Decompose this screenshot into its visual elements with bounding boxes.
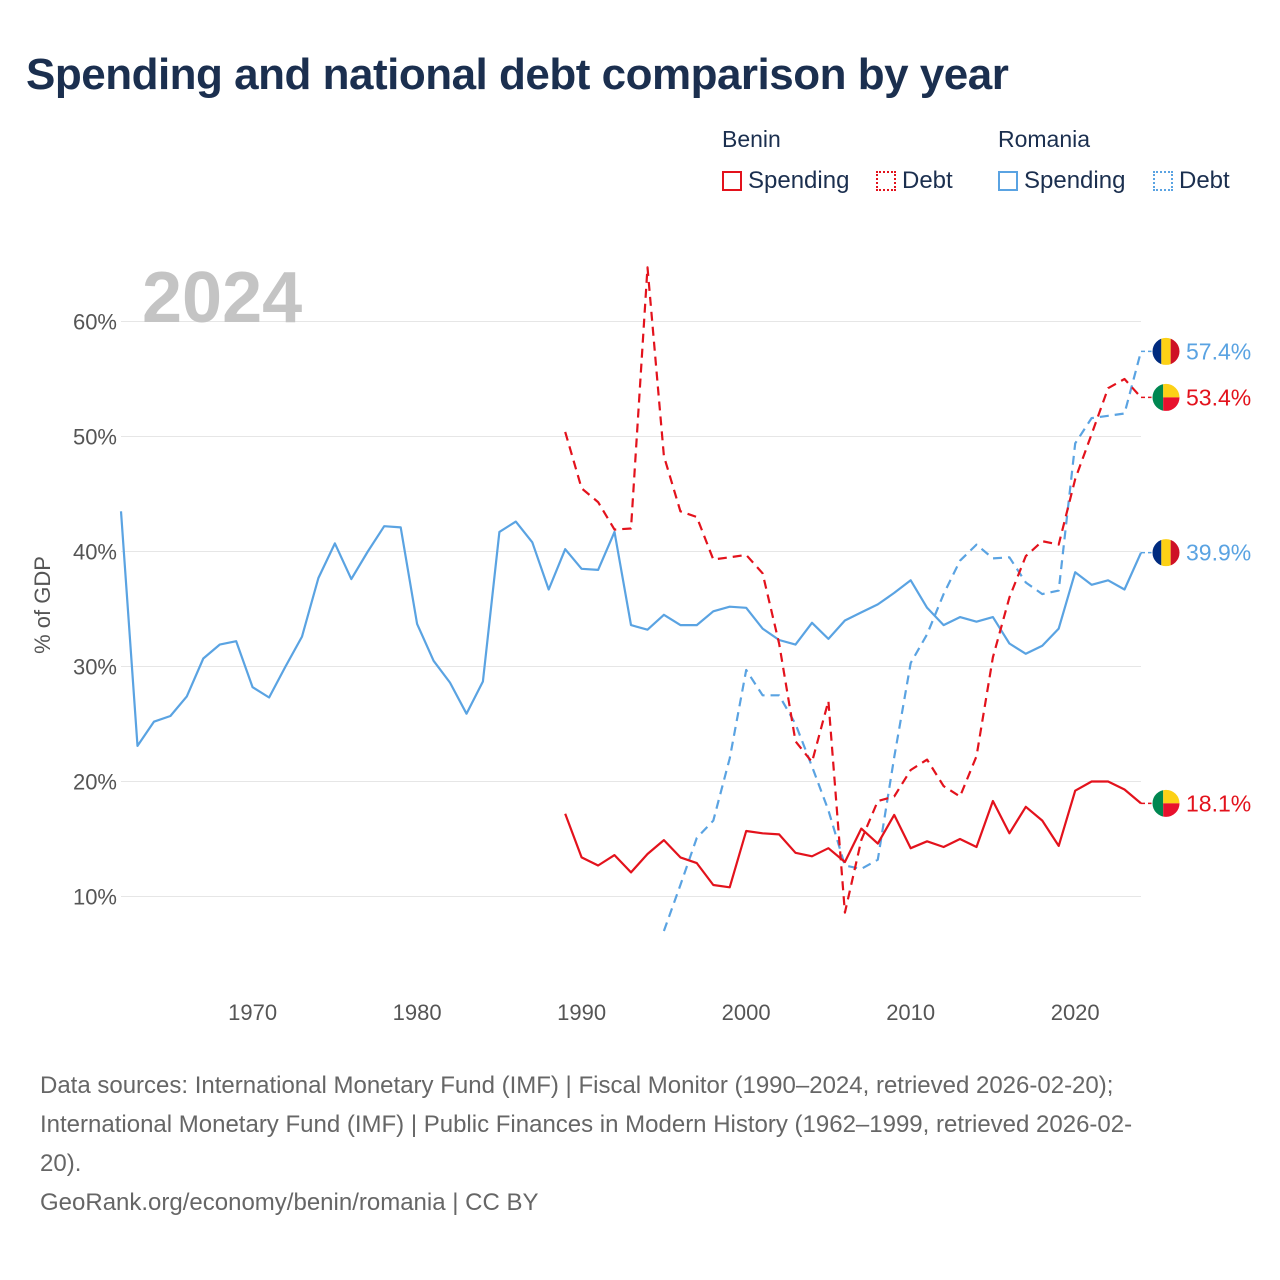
- legend-item-benin-debt[interactable]: Debt: [876, 167, 953, 195]
- x-tick-label: 1980: [393, 1000, 442, 1025]
- x-tick-label: 2020: [1051, 1000, 1100, 1025]
- x-tick-label: 1990: [557, 1000, 606, 1025]
- legend-label: Spending: [748, 167, 850, 194]
- legend-swatch-dotted: [1153, 171, 1173, 191]
- legend-group-romania: Romania: [998, 126, 1091, 152]
- y-tick-label: 20%: [73, 770, 117, 795]
- y-tick-label: 10%: [73, 885, 117, 910]
- end-value-label: 53.4%: [1186, 384, 1251, 410]
- series-line-benin-spending[interactable]: [564, 780, 1142, 889]
- year-watermark: 2024: [142, 258, 302, 338]
- x-tick-label: 2010: [886, 1000, 935, 1025]
- legend-group-benin: Benin: [722, 126, 781, 152]
- y-axis-ticks: 10% 20% 30% 40% 50% 60%: [73, 310, 117, 910]
- source-line: 20).: [40, 1150, 82, 1177]
- benin-flag-icon: [1151, 382, 1181, 412]
- end-value-label: 57.4%: [1186, 338, 1251, 364]
- legend-item-romania-debt[interactable]: Debt: [1153, 167, 1230, 195]
- legend-swatch-solid: [998, 171, 1018, 191]
- legend-swatch-solid: [722, 171, 742, 191]
- y-axis-label: % of GDP: [30, 556, 55, 654]
- series-lines: [119, 266, 1143, 932]
- legend-item-benin-spending[interactable]: Spending: [722, 167, 849, 195]
- romania-flag-icon: [1151, 336, 1181, 366]
- end-value-label: 18.1%: [1186, 790, 1251, 816]
- x-tick-label: 1970: [228, 1000, 277, 1025]
- source-line: International Monetary Fund (IMF) | Publ…: [40, 1111, 1133, 1138]
- end-value-label: 39.9%: [1186, 540, 1251, 566]
- x-tick-label: 2000: [722, 1000, 771, 1025]
- legend-swatch-dotted: [876, 171, 896, 191]
- chart-title: Spending and national debt comparison by…: [26, 50, 1009, 99]
- legend-label: Debt: [1179, 167, 1230, 194]
- source-line: Data sources: International Monetary Fun…: [40, 1072, 1114, 1099]
- series-line-benin-debt[interactable]: [564, 266, 1142, 914]
- y-tick-label: 30%: [73, 655, 117, 680]
- romania-flag-icon: [1151, 538, 1181, 568]
- line-chart: 2024 % of GDP 10% 20% 30% 40% 50% 60% 1970 198…: [30, 258, 1251, 1025]
- grid-lines: [121, 321, 1141, 897]
- source-credit[interactable]: GeoRank.org/economy/benin/romania | CC B…: [40, 1189, 539, 1216]
- series-line-romania-debt[interactable]: [662, 351, 1143, 932]
- x-axis-ticks: 1970 1980 1990 2000 2010 2020: [228, 1000, 1100, 1025]
- benin-flag-icon: [1151, 788, 1181, 818]
- end-markers: 39.9% 57.4% 18.1% 53.4%: [1141, 336, 1251, 818]
- series-line-romania-spending[interactable]: [119, 511, 1143, 748]
- legend-label: Spending: [1024, 167, 1126, 194]
- data-sources: Data sources: International Monetary Fun…: [40, 1066, 1240, 1222]
- legend-item-romania-spending[interactable]: Spending: [998, 167, 1125, 195]
- y-tick-label: 50%: [73, 425, 117, 450]
- legend-label: Debt: [902, 167, 953, 194]
- y-tick-label: 60%: [73, 310, 117, 335]
- y-tick-label: 40%: [73, 540, 117, 565]
